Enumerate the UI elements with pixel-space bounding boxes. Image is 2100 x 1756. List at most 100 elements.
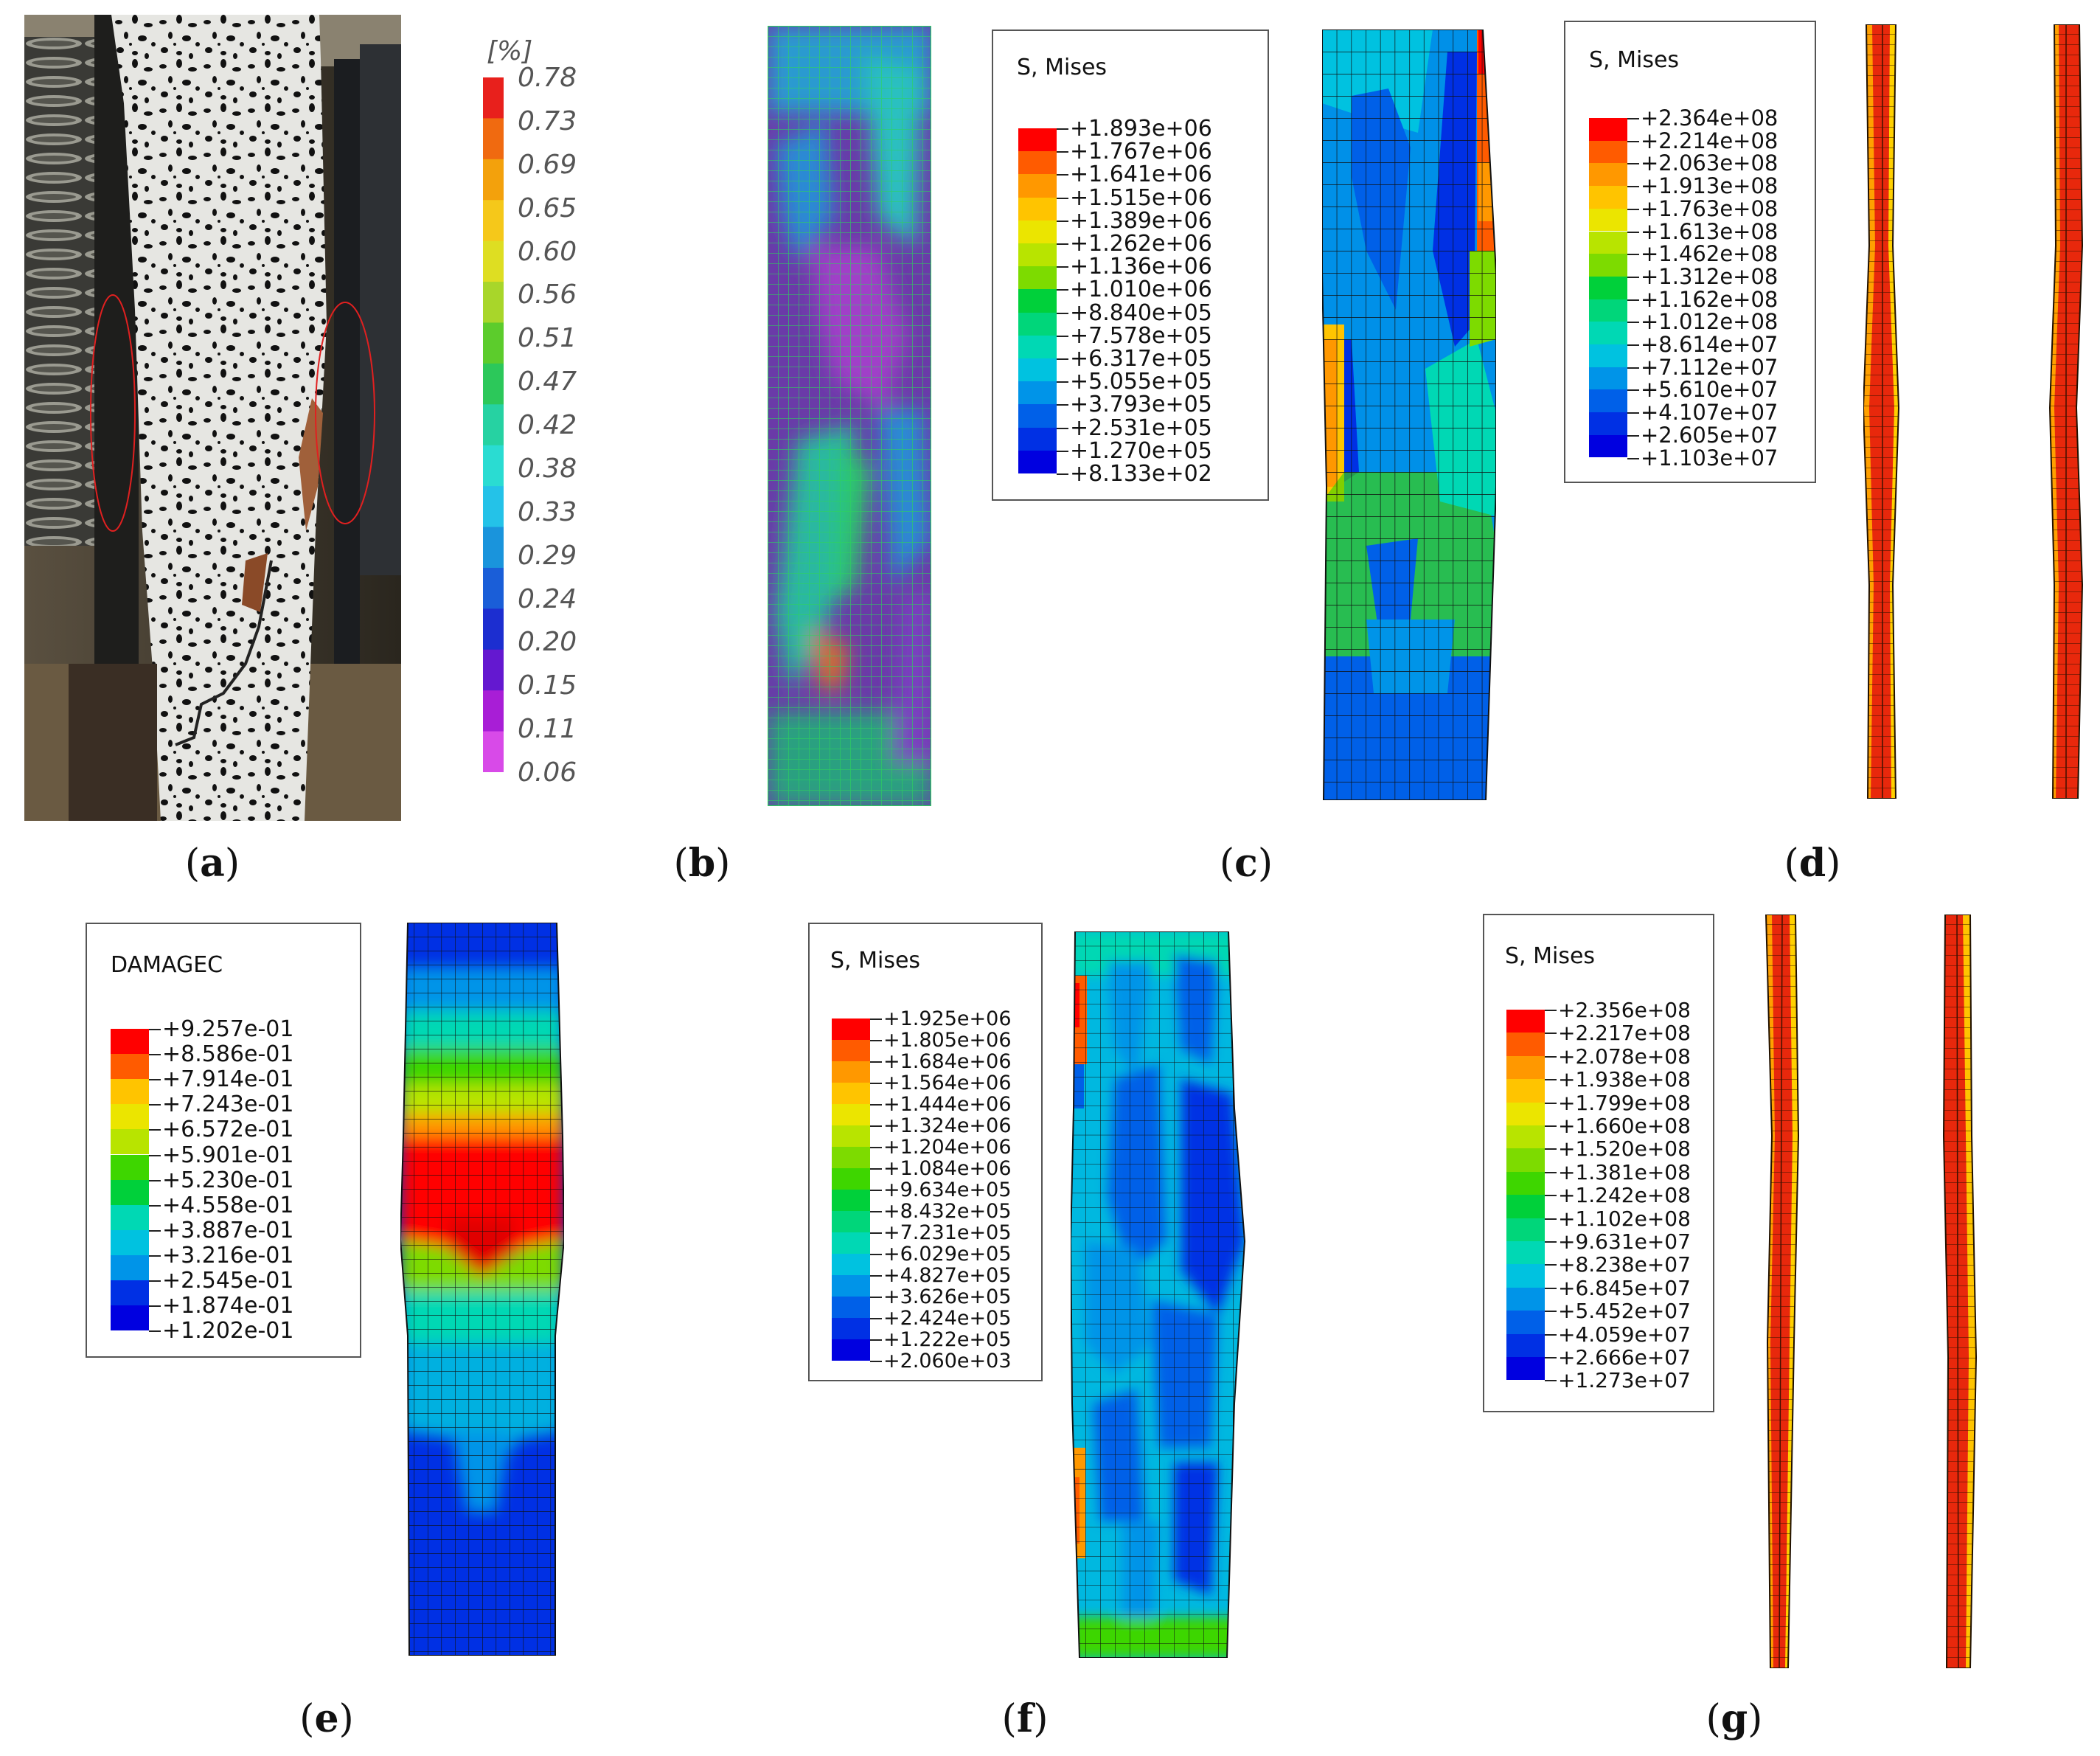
legend-swatch: [832, 1211, 870, 1232]
caption-f: (f): [1001, 1696, 1049, 1741]
legend-tick: [149, 1179, 161, 1181]
dic-strain-map: [768, 26, 931, 806]
legend-tick: [1627, 118, 1639, 119]
legend-swatch: [1589, 276, 1627, 299]
legend-value: +2.063e+08: [1641, 150, 1779, 176]
legend-swatch: [111, 1154, 149, 1180]
legend-swatch: [1506, 1055, 1545, 1080]
legend-swatch: [111, 1204, 149, 1230]
legend-tick: [149, 1104, 161, 1106]
dic-scale-label: 0.65: [518, 192, 577, 223]
legend-value: +7.243e-01: [162, 1092, 294, 1118]
legend-value: +5.230e-01: [162, 1167, 294, 1193]
legend-swatch: [832, 1254, 870, 1275]
legend-tick: [1545, 1079, 1557, 1081]
legend-value: +1.103e+07: [1641, 445, 1779, 471]
legend-value: +4.558e-01: [162, 1192, 294, 1218]
legend-value: +6.029e+05: [883, 1243, 1012, 1266]
caption-c: (c): [1219, 841, 1273, 886]
legend-f: S, Mises +1.925e+06 +1.805e+06 +1.684e+06 +…: [808, 923, 1043, 1381]
legend-value: +6.572e-01: [162, 1117, 294, 1143]
legend-tick: [1057, 381, 1068, 384]
legend-value: +1.102e+08: [1558, 1206, 1691, 1231]
legend-value: +2.364e+08: [1641, 105, 1779, 131]
legend-value: +8.840e+05: [1070, 299, 1212, 326]
legend-value: +1.641e+06: [1070, 162, 1212, 188]
legend-tick: [149, 1330, 161, 1333]
legend-tick: [149, 1029, 161, 1030]
legend-swatch: [1018, 427, 1057, 451]
legend-value: +2.531e+05: [1070, 414, 1212, 441]
legend-tick: [1057, 312, 1068, 314]
legend-swatch: [832, 1040, 870, 1061]
legend-swatch: [832, 1339, 870, 1361]
legend-tick: [870, 1083, 882, 1084]
legend-tick: [1545, 1033, 1557, 1035]
legend-tick: [1545, 1241, 1557, 1243]
legend-swatch: [111, 1305, 149, 1331]
legend-value: +6.845e+07: [1558, 1275, 1691, 1300]
legend-swatch: [1018, 312, 1057, 336]
legend-value: +1.613e+08: [1641, 218, 1779, 244]
dic-scale-label: 0.42: [518, 410, 577, 440]
legend-tick: [1627, 254, 1639, 256]
legend-swatch: [1506, 1287, 1545, 1311]
legend-value: +1.162e+08: [1641, 286, 1779, 312]
legend-swatch: [1018, 220, 1057, 243]
caption-e: (e): [299, 1696, 354, 1741]
legend-value: +9.634e+05: [883, 1179, 1012, 1201]
legend-swatch: [832, 1061, 870, 1083]
legend-tick: [1057, 427, 1068, 429]
dic-scale-label: 0.33: [518, 496, 577, 527]
legend-value: +2.545e-01: [162, 1268, 294, 1294]
legend-swatch: [1506, 1148, 1545, 1172]
caption-g: (g): [1706, 1696, 1763, 1741]
legend-tick: [1627, 208, 1639, 210]
legend-value: +3.216e-01: [162, 1242, 294, 1269]
legend-value: +1.767e+06: [1070, 139, 1212, 165]
legend-tick: [1627, 299, 1639, 301]
legend-tick: [870, 1339, 882, 1341]
legend-tick: [1057, 289, 1068, 291]
legend-value: +1.012e+08: [1641, 309, 1779, 335]
fe-contour-f: [1071, 931, 1246, 1658]
legend-swatch: [1589, 344, 1627, 367]
legend-value: +6.317e+05: [1070, 346, 1212, 372]
legend-swatch: [1506, 1171, 1545, 1195]
dic-colorbar-segment: [483, 240, 504, 283]
legend-swatch: [1018, 174, 1057, 198]
dic-colorbar: [483, 77, 504, 772]
legend-swatch: [1018, 381, 1057, 405]
legend-value: +1.273e+07: [1558, 1368, 1691, 1393]
legend-g: S, Mises +2.356e+08 +2.217e+08 +2.078e+08 +…: [1483, 914, 1714, 1412]
legend-swatch: [1589, 140, 1627, 164]
legend-tick: [1627, 344, 1639, 346]
legend-swatch: [1018, 266, 1057, 290]
caption-g-letter: g: [1720, 1696, 1748, 1741]
dic-colorbar-segment: [483, 118, 504, 160]
legend-swatch: [1589, 254, 1627, 277]
legend-tick: [870, 1018, 882, 1020]
legend-value: +2.217e+08: [1558, 1021, 1691, 1046]
legend-value: +1.763e+08: [1641, 195, 1779, 221]
legend-swatch: [1018, 450, 1057, 473]
legend-value: +1.136e+06: [1070, 254, 1212, 280]
legend-tick: [1057, 335, 1068, 337]
dic-strain-field: [768, 26, 931, 806]
legend-swatch: [1589, 412, 1627, 435]
legend-swatch: [1506, 1125, 1545, 1149]
caption-c-letter: c: [1234, 841, 1258, 886]
legend-tick: [1057, 197, 1068, 199]
legend-tick: [149, 1254, 161, 1257]
legend-value: +1.270e+05: [1070, 437, 1212, 464]
legend-tick: [1545, 1357, 1557, 1358]
dic-scale-label: 0.47: [518, 367, 577, 398]
legend-swatch: [111, 1229, 149, 1255]
caption-d: (d): [1784, 841, 1841, 886]
legend-value: +2.356e+08: [1558, 998, 1691, 1022]
legend-tick: [1545, 1055, 1557, 1058]
legend-tick: [1627, 457, 1639, 459]
legend-tick: [1627, 434, 1639, 437]
legend-value: +5.610e+07: [1641, 377, 1779, 403]
legend-tick: [1057, 243, 1068, 245]
